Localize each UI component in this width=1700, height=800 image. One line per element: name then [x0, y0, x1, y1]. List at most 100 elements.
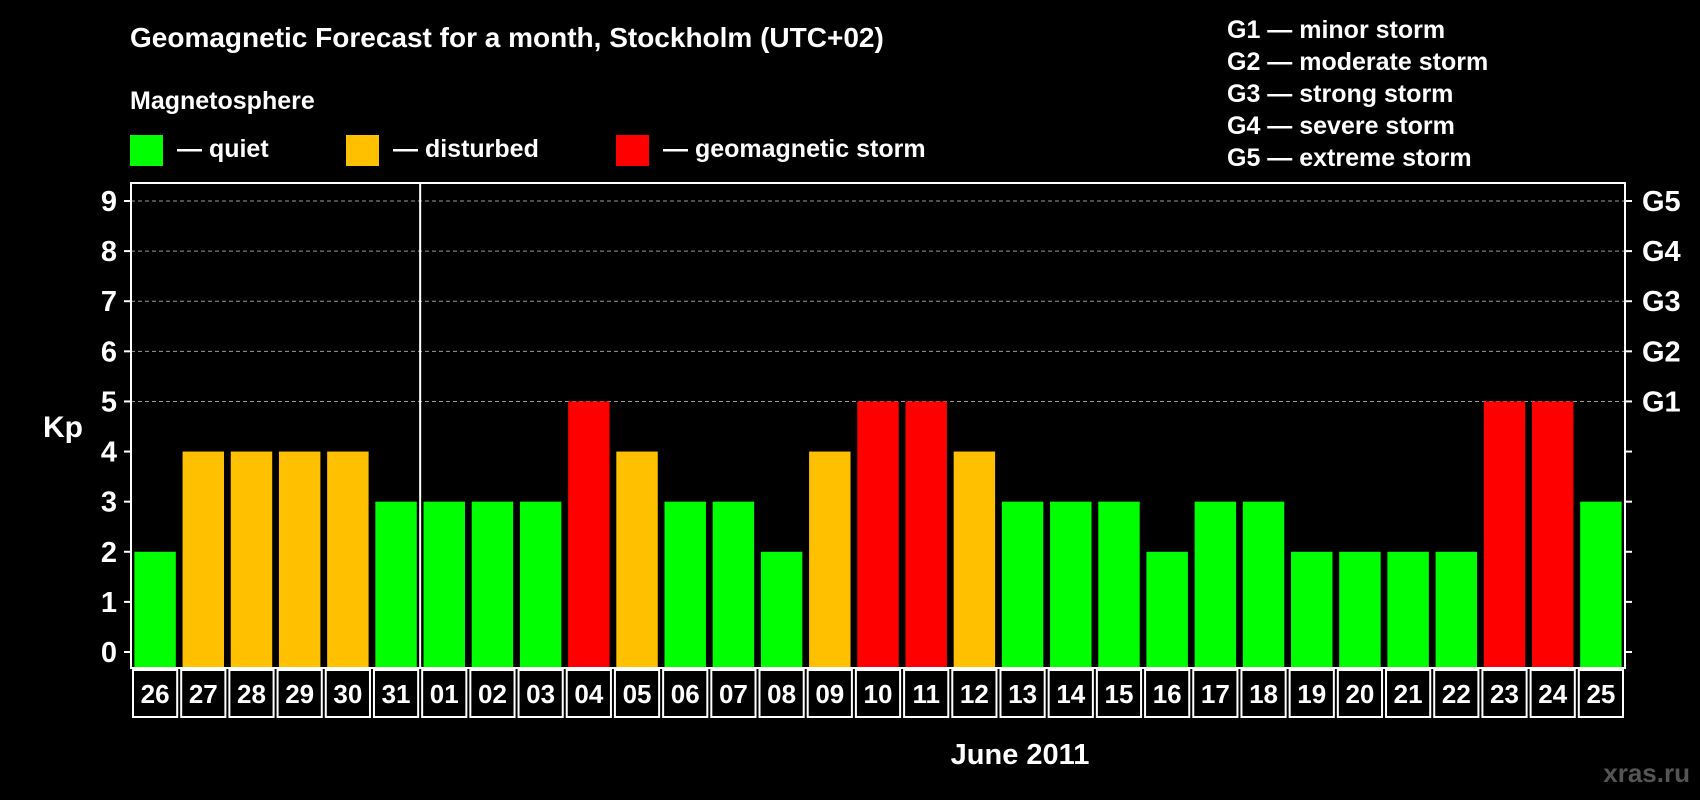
bar-10: [857, 401, 899, 668]
date-label-19: 19: [1297, 679, 1326, 709]
g-tick-label-g3: G3: [1642, 286, 1681, 318]
bar-21: [1387, 551, 1429, 668]
y-tick-label-0: 0: [101, 637, 117, 669]
date-box-30: [324, 669, 371, 718]
y-tick-label-1: 1: [101, 587, 117, 619]
g-tick-label-g4: G4: [1642, 236, 1681, 268]
bar-09: [809, 451, 851, 668]
date-label-25: 25: [1586, 679, 1615, 709]
date-box-19: [1288, 669, 1335, 718]
chart-title: Geomagnetic Forecast for a month, Stockh…: [130, 22, 884, 53]
legend-swatch-quiet: [130, 135, 163, 166]
y-tick-label-6: 6: [101, 336, 117, 368]
date-label-10: 10: [864, 679, 893, 709]
date-label-01: 01: [430, 679, 459, 709]
date-box-29: [276, 669, 323, 718]
date-box-25: [1577, 669, 1624, 718]
date-label-23: 23: [1490, 679, 1519, 709]
bar-18: [1242, 501, 1285, 668]
bar-03: [519, 501, 562, 668]
date-box-02: [469, 669, 516, 718]
date-box-10: [854, 669, 902, 718]
bar-08: [760, 551, 803, 668]
date-label-02: 02: [478, 679, 507, 709]
bar-16: [1146, 551, 1188, 668]
date-label-29: 29: [285, 679, 314, 709]
date-box-26: [132, 669, 179, 718]
date-box-08: [758, 669, 805, 718]
plot-frame-border: [130, 182, 1626, 669]
date-label-04: 04: [574, 679, 603, 709]
g-legend-g5: G5 — extreme storm: [1227, 144, 1472, 172]
date-box-28: [228, 669, 275, 718]
bar-14: [1050, 501, 1092, 668]
date-box-27: [180, 669, 227, 718]
bar-06: [664, 501, 706, 668]
g-legend-g3: G3 — strong storm: [1227, 80, 1453, 108]
date-label-30: 30: [333, 679, 362, 709]
grid-lines: [131, 200, 1625, 402]
bar-19: [1291, 551, 1333, 668]
date-label-20: 20: [1345, 679, 1374, 709]
axis-ticks: 0 1 2 3 4 5 6 7 8 9 G1 G2 G3 G4 G5: [101, 186, 1681, 669]
date-box-15: [1095, 669, 1143, 718]
date-label-03: 03: [526, 679, 555, 709]
legend-swatch-disturbed: [346, 135, 379, 166]
g-legend-g4: G4 — severe storm: [1227, 112, 1455, 140]
g-legend-g1: G1 — minor storm: [1227, 16, 1445, 44]
date-label-08: 08: [767, 679, 796, 709]
date-label-16: 16: [1153, 679, 1182, 709]
date-box-16: [1144, 669, 1191, 718]
bar-11: [905, 401, 947, 668]
date-label-27: 27: [189, 679, 218, 709]
bar-25: [1580, 501, 1622, 668]
date-box-04: [565, 669, 612, 718]
date-box-20: [1336, 669, 1384, 718]
bar-02: [471, 501, 514, 668]
legend-title: Magnetosphere: [130, 87, 315, 115]
bar-13: [1001, 501, 1044, 668]
y-tick-label-3: 3: [101, 487, 117, 519]
date-label-11: 11: [912, 679, 940, 709]
date-label-06: 06: [671, 679, 700, 709]
date-label-18: 18: [1249, 679, 1278, 709]
date-box-17: [1192, 669, 1239, 718]
date-label-07: 07: [719, 679, 748, 709]
bar-07: [712, 501, 755, 668]
date-label-09: 09: [815, 679, 844, 709]
date-box-12: [951, 669, 998, 718]
date-box-03: [517, 669, 564, 718]
bars-group: [134, 401, 1622, 668]
date-label-12: 12: [960, 679, 989, 709]
date-label-24: 24: [1538, 679, 1567, 709]
date-label-21: 21: [1394, 679, 1423, 709]
bar-05: [616, 451, 658, 668]
x-axis-label: June 2011: [951, 739, 1090, 771]
bar-20: [1339, 551, 1381, 668]
date-box-14: [1047, 669, 1094, 718]
bar-22: [1435, 551, 1478, 668]
date-label-14: 14: [1056, 679, 1085, 709]
bar-15: [1098, 501, 1140, 668]
legend-swatch-storm: [616, 135, 649, 166]
date-labels: 26 27 28 29 30 31 01 02 03 04 05 06 07 08 09 10 11 12 13 14…: [132, 669, 1624, 718]
date-box-05: [613, 669, 661, 718]
date-box-07: [710, 669, 757, 718]
watermark-text: xras.ru: [1603, 758, 1690, 788]
y-tick-label-8: 8: [101, 236, 117, 268]
g-legend-g2: G2 — moderate storm: [1227, 48, 1488, 76]
date-box-22: [1433, 669, 1480, 718]
g-tick-label-g1: G1: [1642, 386, 1681, 418]
y-tick-label-2: 2: [101, 537, 117, 569]
g-tick-label-g5: G5: [1642, 186, 1681, 218]
date-label-15: 15: [1105, 679, 1134, 709]
plot-frame: [130, 182, 1626, 669]
legend-label-storm: — geomagnetic storm: [663, 135, 926, 163]
bar-01: [423, 501, 465, 668]
date-label-31: 31: [382, 679, 411, 709]
bar-29: [278, 451, 321, 668]
bar-04: [568, 401, 610, 668]
date-label-05: 05: [623, 679, 652, 709]
date-box-11: [903, 669, 950, 718]
